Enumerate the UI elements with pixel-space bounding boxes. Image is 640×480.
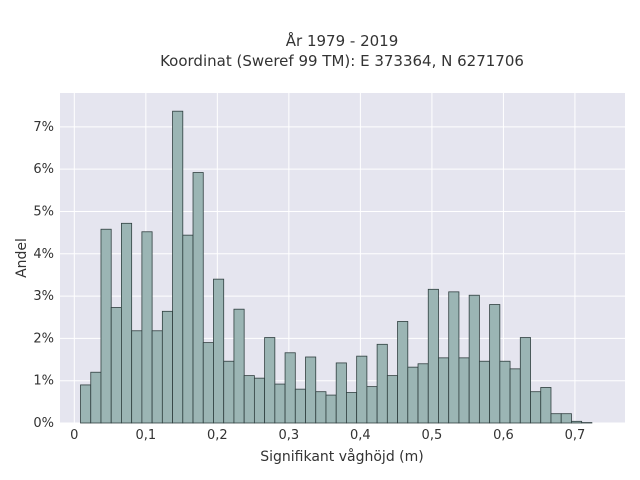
y-tick-label: 0% (33, 416, 54, 431)
histogram-bar (131, 330, 143, 424)
histogram-bar (172, 110, 184, 424)
histogram-bar (202, 342, 214, 424)
histogram-bar (335, 362, 347, 424)
histogram-bar (274, 383, 286, 424)
histogram-bar (315, 391, 327, 424)
histogram-bar (284, 352, 296, 424)
x-axis-title: Signifikant våghöjd (m) (260, 448, 423, 465)
histogram-bar (325, 394, 337, 424)
histogram-bar (253, 377, 266, 424)
histogram-bar (141, 231, 153, 424)
histogram-bar (294, 388, 306, 424)
histogram-bar (366, 386, 378, 424)
y-tick-labels: 0% 1% 2% 3% 4% 5% 6% 7% (33, 120, 54, 431)
x-tick-label: 0 (70, 428, 78, 443)
chart-title-line-1: År 1979 - 2019 (286, 31, 399, 50)
histogram-bar (560, 413, 572, 424)
histogram-bar (540, 387, 552, 424)
y-tick-label: 7% (33, 120, 54, 135)
histogram-bar (243, 375, 255, 424)
histogram-bar (192, 172, 204, 424)
x-tick-label: 0,2 (207, 428, 228, 443)
x-tick-label: 0,5 (422, 428, 443, 443)
x-tick-label: 0,7 (565, 428, 586, 443)
histogram-bar (182, 234, 194, 424)
histogram-bar (550, 413, 562, 424)
x-tick-labels: 0 0,1 0,2 0,3 0,4 0,5 0,6 0,7 (70, 428, 585, 443)
histogram-bar (110, 307, 122, 424)
chart-title-line-2: Koordinat (Sweref 99 TM): E 373364, N 62… (160, 52, 524, 70)
x-tick-label: 0,1 (135, 428, 156, 443)
histogram-bar (376, 343, 388, 424)
histogram-bar (100, 228, 112, 424)
y-tick-label: 6% (33, 162, 54, 177)
histogram-bar (417, 363, 429, 424)
histogram-bar (305, 356, 317, 424)
histogram-bar (448, 291, 460, 424)
histogram-bar (346, 392, 358, 424)
histogram-bar (530, 391, 542, 424)
y-axis-title: Andel (14, 238, 30, 278)
histogram-bar (489, 304, 501, 424)
histogram-bar (509, 368, 521, 424)
histogram-bar (121, 222, 133, 424)
histogram-bar (213, 278, 225, 424)
histogram-bar (386, 375, 398, 424)
histogram-bar (427, 288, 439, 424)
histogram-bar (223, 360, 235, 424)
histogram-bar (264, 337, 276, 424)
y-tick-label: 1% (33, 374, 54, 389)
y-tick-label: 5% (33, 204, 54, 219)
histogram-bar (233, 308, 245, 424)
histogram-bar (571, 420, 583, 424)
x-tick-label: 0,3 (279, 428, 300, 443)
histogram-bar (468, 294, 480, 424)
histogram-bar (438, 357, 450, 424)
histogram-bar (458, 357, 470, 424)
histogram-bar (80, 384, 92, 424)
histogram-bar (478, 360, 491, 424)
x-tick-label: 0,6 (493, 428, 514, 443)
y-tick-label: 4% (33, 247, 54, 262)
y-tick-label: 3% (33, 289, 54, 304)
histogram-bar (499, 360, 511, 424)
histogram-bar (90, 371, 102, 424)
histogram-bar (519, 337, 531, 424)
histogram-bar (407, 366, 419, 424)
bars (80, 110, 593, 424)
histogram-bar (151, 330, 163, 424)
y-tick-label: 2% (33, 331, 54, 346)
gridlines (60, 93, 625, 424)
histogram-bar (397, 321, 409, 424)
histogram-bar (161, 310, 173, 424)
x-tick-label: 0,4 (350, 428, 371, 443)
histogram-bar (356, 355, 368, 424)
